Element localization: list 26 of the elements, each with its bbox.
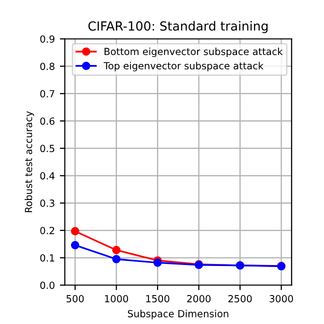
x-tick-label: 2000 bbox=[187, 295, 211, 302]
legend-label: Bottom eigenvector subspace attack bbox=[104, 48, 283, 58]
y-axis-title: Robust test accuracy bbox=[24, 111, 34, 212]
legend-label: Top eigenvector subspace attack bbox=[104, 62, 264, 72]
y-tick-label: 0.3 bbox=[40, 200, 54, 207]
x-tick-label: 1500 bbox=[146, 295, 170, 302]
chart-title: CIFAR-100: Standard training bbox=[88, 21, 268, 34]
point bbox=[70, 227, 80, 236]
point bbox=[70, 241, 80, 250]
point bbox=[112, 254, 121, 264]
x-tick-label: 500 bbox=[66, 295, 84, 302]
y-tick-label: 0.0 bbox=[40, 282, 54, 289]
y-tick-label: 0.6 bbox=[40, 117, 54, 125]
y-tick-label: 0.9 bbox=[40, 35, 54, 43]
x-tick-label: 1000 bbox=[105, 295, 128, 302]
y-tick-label: 0.1 bbox=[40, 254, 54, 262]
y-tick-label: 0.4 bbox=[40, 172, 55, 180]
x-tick-label: 3000 bbox=[270, 295, 294, 302]
x-axis-title: Subspace Dimension bbox=[128, 310, 228, 320]
point bbox=[153, 258, 162, 267]
x-tick-label: 2500 bbox=[228, 295, 252, 302]
y-tick-label: 0.5 bbox=[40, 144, 54, 152]
y-tick-label: 0.2 bbox=[40, 226, 54, 234]
y-tick-label: 0.7 bbox=[40, 90, 54, 98]
y-tick-label: 0.8 bbox=[40, 62, 54, 70]
point bbox=[112, 246, 121, 254]
